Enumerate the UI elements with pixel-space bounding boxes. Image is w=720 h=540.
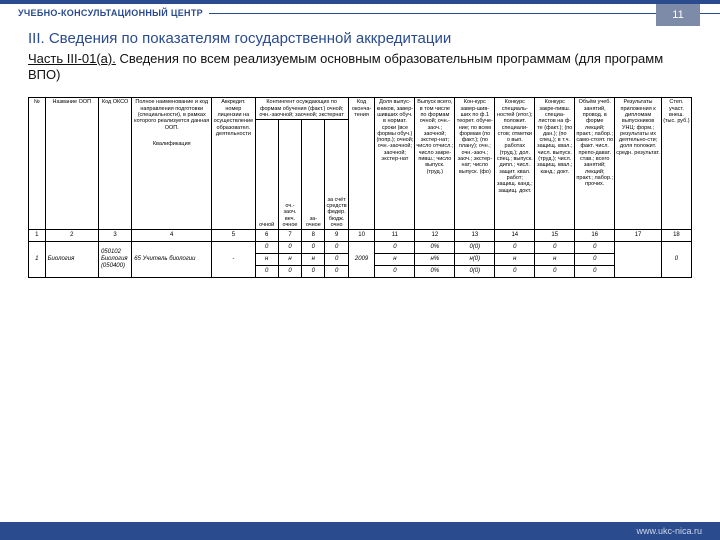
- cell-7b: н: [278, 254, 301, 266]
- th-4a: Полное наименование и код направления по…: [133, 99, 210, 131]
- cell-3: 050102 Биология (050400): [98, 242, 131, 278]
- nr-17: 17: [615, 230, 662, 242]
- cell-5: -: [212, 242, 255, 278]
- cell-9c: 0: [325, 266, 348, 278]
- th-4b: Квалификация: [133, 141, 210, 147]
- nr-12: 12: [415, 230, 455, 242]
- cell-7: 0: [278, 242, 301, 254]
- th-8: за-очное: [302, 120, 325, 230]
- cell-13b: н(0): [455, 254, 495, 266]
- cell-9: 0: [325, 242, 348, 254]
- th-7: оч.-заоч. веч. очное: [278, 120, 301, 230]
- cell-9b: 0: [325, 254, 348, 266]
- th-17: Результаты приложения к дипломам выпускн…: [615, 98, 662, 230]
- th-1: №: [29, 98, 46, 230]
- number-row: 1 2 3 4 5 6 7 8 9 10 11 12 13 14 15 16 1: [29, 230, 692, 242]
- table-row: 1 Биология 050102 Биология (050400) 65 У…: [29, 242, 692, 254]
- nr-3: 3: [98, 230, 131, 242]
- nr-18: 18: [661, 230, 691, 242]
- nr-9: 9: [325, 230, 348, 242]
- cell-6: 0: [255, 242, 278, 254]
- cell-3a: 050102 Биология (050400): [101, 249, 130, 270]
- nr-2: 2: [45, 230, 98, 242]
- th-13: Кон-курс завер-шив-ших по ф.1 теорет. об…: [455, 98, 495, 230]
- nr-5: 5: [212, 230, 255, 242]
- th-11: Доля выпус-кников, завер-шивших обуч. в …: [375, 98, 415, 230]
- nr-10: 10: [348, 230, 375, 242]
- th-3: Код ОКСО: [98, 98, 131, 230]
- cell-15b: н: [535, 254, 575, 266]
- footer-url: www.ukc-nica.ru: [636, 526, 702, 536]
- nr-7: 7: [278, 230, 301, 242]
- nr-11: 11: [375, 230, 415, 242]
- cell-16c: 0: [575, 266, 615, 278]
- nr-13: 13: [455, 230, 495, 242]
- th-4: Полное наименование и код направления по…: [132, 98, 212, 230]
- cell-6c: 0: [255, 266, 278, 278]
- cell-12b: н%: [415, 254, 455, 266]
- topbar-line: [209, 13, 720, 14]
- cell-17: [615, 242, 662, 278]
- nr-6: 6: [255, 230, 278, 242]
- th-6-group: Контингент осуждающих по формам обучения…: [255, 98, 348, 120]
- subhead-part: Часть III-01(а).: [28, 51, 116, 66]
- th-18: Степ. участ. внеш. (тыс. руб.): [661, 98, 691, 230]
- page-title: III. Сведения по показателям государстве…: [28, 30, 692, 49]
- cell-10: 2009: [348, 242, 375, 278]
- nr-15: 15: [535, 230, 575, 242]
- cell-4: 65 Учитель биологии: [132, 242, 212, 278]
- cell-11: 0: [375, 242, 415, 254]
- cell-15: 0: [535, 242, 575, 254]
- cell-1: 1: [29, 242, 46, 278]
- cell-14: 0: [495, 242, 535, 254]
- cell-18: 0: [661, 242, 691, 278]
- cell-14b: н: [495, 254, 535, 266]
- topbar-title: УЧЕБНО-КОНСУЛЬТАЦИОННЫЙ ЦЕНТР: [18, 8, 203, 18]
- page-number-badge: 11: [656, 4, 700, 26]
- cell-2: Биология: [45, 242, 98, 278]
- cell-8c: 0: [302, 266, 325, 278]
- nr-4: 4: [132, 230, 212, 242]
- heading-roman: III.: [28, 30, 45, 47]
- th-6: очной: [255, 120, 278, 230]
- heading-text: Сведения по показателям государственной …: [49, 30, 451, 47]
- cell-14c: 0: [495, 266, 535, 278]
- cell-13c: 0(0): [455, 266, 495, 278]
- cell-16: 0: [575, 242, 615, 254]
- cell-11b: н: [375, 254, 415, 266]
- th-10: Код оконча-тения: [348, 98, 375, 230]
- cell-8: 0: [302, 242, 325, 254]
- cell-11c: 0: [375, 266, 415, 278]
- footer: www.ukc-nica.ru: [0, 522, 720, 540]
- nr-16: 16: [575, 230, 615, 242]
- topbar: УЧЕБНО-КОНСУЛЬТАЦИОННЫЙ ЦЕНТР 11: [0, 0, 720, 22]
- data-table: № Название ООП Код ОКСО Полное наименова…: [28, 97, 692, 278]
- cell-15c: 0: [535, 266, 575, 278]
- th-15: Конкурс закре-пивш. специа-листов на ф-т…: [535, 98, 575, 230]
- cell-13: 0(0): [455, 242, 495, 254]
- nr-8: 8: [302, 230, 325, 242]
- content: III. Сведения по показателям государстве…: [0, 22, 720, 278]
- cell-8b: н: [302, 254, 325, 266]
- nr-14: 14: [495, 230, 535, 242]
- th-12: Выпуск всего, в том числе по формам очно…: [415, 98, 455, 230]
- th-9: за счёт средств федер. бюдж. очно: [325, 120, 348, 230]
- th-14: Конкурс специаль-ностей (итог.); положит…: [495, 98, 535, 230]
- cell-16b: 0: [575, 254, 615, 266]
- th-2: Название ООП: [45, 98, 98, 230]
- data-table-wrap: № Название ООП Код ОКСО Полное наименова…: [28, 97, 692, 278]
- subhead-text: Сведения по всем реализуемым основным об…: [28, 51, 663, 82]
- cell-12: 0%: [415, 242, 455, 254]
- nr-1: 1: [29, 230, 46, 242]
- th-5: Аккредит. номер лицензии на осуществлени…: [212, 98, 255, 230]
- th-16: Объём учеб. занятий, провод. в форме лек…: [575, 98, 615, 230]
- cell-7c: 0: [278, 266, 301, 278]
- cell-6b: н: [255, 254, 278, 266]
- sub-heading: Часть III-01(а). Сведения по всем реализ…: [28, 51, 692, 84]
- cell-12c: 0%: [415, 266, 455, 278]
